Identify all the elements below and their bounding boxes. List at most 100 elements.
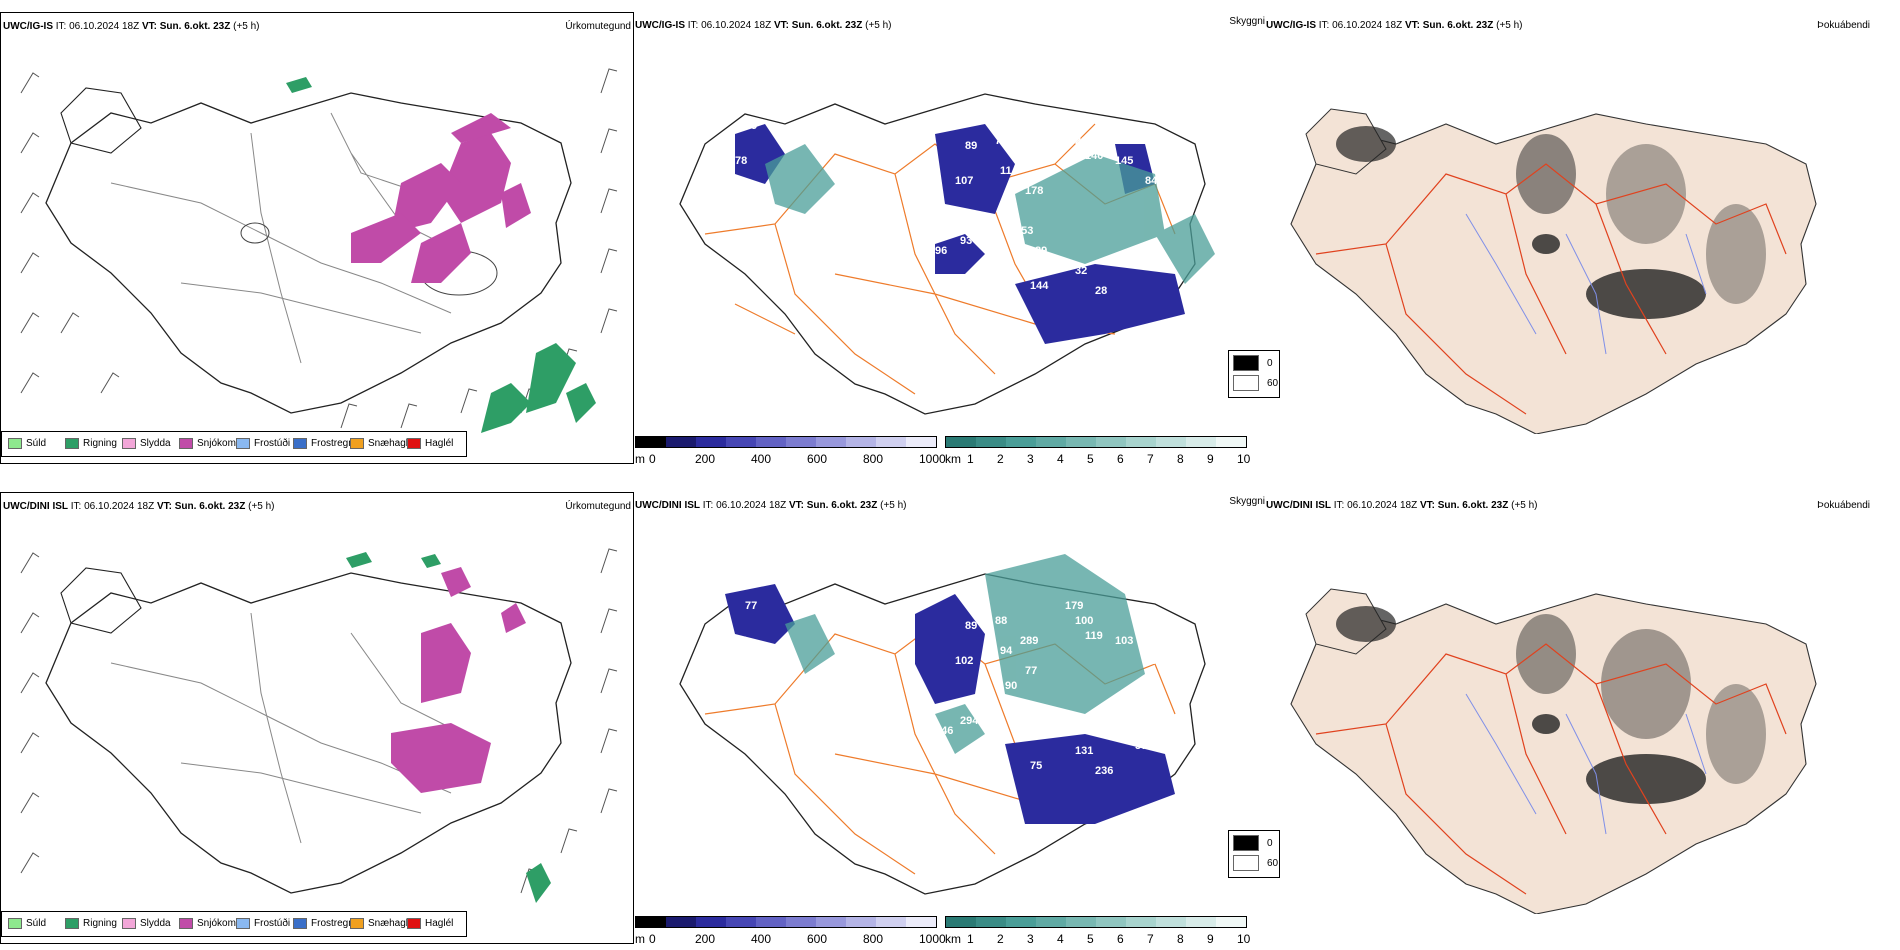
height-scale-tick: 400 — [751, 452, 772, 466]
precip-legend-label: Haglél — [425, 438, 454, 449]
fog-legend-row2: 0 60 — [1228, 830, 1280, 878]
vis-scale-row2: km 1 2 3 4 5 6 7 8 9 10 — [945, 916, 1250, 946]
precip-legend-label: Súld — [26, 438, 47, 449]
iceland-outline — [679, 573, 1206, 895]
visibility-value-label: 131 — [1075, 745, 1093, 757]
fog-legend-swatch-black — [1233, 835, 1259, 851]
precip-legend-swatch — [65, 918, 79, 929]
visibility-value-label: 103 — [1115, 635, 1133, 647]
height-scale-tick: 800 — [863, 932, 884, 946]
visibility-corner-label-row2: Skyggni — [1229, 496, 1265, 507]
visibility-value-label: 77 — [995, 135, 1007, 147]
visibility-value-label: 294 — [960, 715, 979, 727]
vis-scale-tick: 7 — [1147, 452, 1154, 466]
precip-legend-label: Slydda — [140, 438, 171, 449]
visibility-value-label: 9 — [1185, 155, 1191, 167]
height-scale-tick: 600 — [807, 452, 828, 466]
precip-legend-label: Snæhagl — [368, 918, 409, 929]
vis-scale-tick: 1 — [967, 932, 974, 946]
visibility-value-label: 179 — [1065, 600, 1083, 612]
precip-legend-item: Frostúði — [236, 438, 290, 449]
height-scale-tick: 0 — [649, 932, 656, 946]
precip-legend-item: Frostúði — [236, 918, 290, 929]
precip-legend-label: Haglél — [425, 918, 454, 929]
visibility-value-label: 90 — [1005, 680, 1017, 692]
visibility-value-label: 615 — [1160, 665, 1178, 677]
height-scale-tick: 400 — [751, 932, 772, 946]
visibility-value-label: 144 — [1030, 280, 1049, 292]
visibility-teal-areas — [785, 554, 1145, 754]
westfjords — [60, 87, 142, 154]
visibility-value-label: 216 — [1075, 135, 1093, 147]
vis-scale-tick: 3 — [1027, 452, 1034, 466]
precip-legend-label: Frostúði — [254, 918, 291, 929]
visibility-value-label: 27 — [1155, 615, 1167, 627]
vis-scale-tick: 10 — [1237, 452, 1251, 466]
roads — [110, 612, 462, 844]
height-scale-unit: m — [635, 452, 645, 466]
vis-scale-tick: 10 — [1237, 932, 1251, 946]
height-scale-tick: 1000 — [919, 932, 946, 946]
fog-roads — [1315, 643, 1787, 895]
precip-legend-swatch — [179, 438, 193, 449]
visibility-title-row1: UWC/IG-IS IT: 06.10.2024 18Z VT: Sun. 6.… — [635, 20, 892, 31]
visibility-value-label: 28 — [1095, 285, 1107, 297]
visibility-value-label: 145 — [1115, 155, 1133, 167]
visibility-value-label: 146 — [935, 725, 953, 737]
precip-legend-swatch — [293, 438, 307, 449]
visibility-value-label: 93 — [960, 235, 972, 247]
visibility-value-label: 82 — [1135, 260, 1147, 272]
visibility-panel-row2: UWC/DINI ISL IT: 06.10.2024 18Z VT: Sun.… — [635, 492, 1265, 946]
fog-shading — [1336, 606, 1766, 804]
precip-legend-swatch — [350, 438, 364, 449]
precip-legend-swatch — [407, 918, 421, 929]
precip-legend-label: Rigning — [83, 438, 117, 449]
precip-legend-label: Snjókoma — [197, 918, 242, 929]
visibility-value-label: 69 — [745, 120, 757, 132]
precip-legend-swatch — [179, 918, 193, 929]
visibility-value-label: 289 — [1020, 635, 1038, 647]
visibility-value-label: 54 — [1160, 185, 1173, 197]
fog-legend-row1: 0 60 — [1228, 350, 1280, 398]
visibility-value-label: 89 — [1035, 245, 1047, 257]
precip-legend-item: Rigning — [65, 438, 117, 449]
precip-legend-swatch — [350, 918, 364, 929]
vis-scale-tick: 8 — [1177, 452, 1184, 466]
vis-scale-tick: 8 — [1177, 932, 1184, 946]
visibility-value-label: 94 — [980, 700, 993, 712]
visibility-value-label: 153 — [1015, 225, 1033, 237]
visibility-value-label: 236 — [1095, 765, 1113, 777]
precip-legend-item: Haglél — [407, 918, 453, 929]
precip-legend-swatch — [236, 438, 250, 449]
precip-legend-label: Snjókoma — [197, 438, 242, 449]
visibility-title-row2: UWC/DINI ISL IT: 06.10.2024 18Z VT: Sun.… — [635, 500, 907, 511]
precip-legend-row1: Súld Rigning Slydda Snjókoma Frostúði Frostre… — [1, 431, 467, 457]
iceland-outline — [45, 572, 572, 894]
westfjords — [60, 567, 142, 634]
visibility-value-label: 207 — [1020, 155, 1038, 167]
fog-title-row1: UWC/IG-IS IT: 06.10.2024 18Z VT: Sun. 6.… — [1266, 20, 1523, 31]
precip-panel-row1: UWC/IG-IS IT: 06.10.2024 18Z VT: Sun. 6.… — [0, 12, 634, 464]
precip-map-row1 — [20, 68, 618, 433]
vis-scale-tick: 1 — [967, 452, 974, 466]
precip-corner-label-row2: Úrkomutegund — [565, 501, 631, 512]
height-scale-unit: m — [635, 932, 645, 946]
fog-legend-swatch-white — [1233, 855, 1259, 871]
visibility-teal-areas — [765, 144, 1215, 284]
visibility-panel-row1: UWC/IG-IS IT: 06.10.2024 18Z VT: Sun. 6.… — [635, 12, 1265, 466]
precip-legend-item: Slydda — [122, 438, 171, 449]
precip-legend-label: Frostúði — [254, 438, 291, 449]
visibility-value-label: 100 — [1075, 615, 1093, 627]
precip-title-row1: UWC/IG-IS IT: 06.10.2024 18Z VT: Sun. 6.… — [3, 21, 260, 32]
precip-legend-swatch — [65, 438, 79, 449]
visibility-value-label: 77 — [745, 600, 757, 612]
precip-legend-swatch — [407, 438, 421, 449]
fog-corner-label-row1: Þokuábendi — [1817, 20, 1870, 31]
vis-scale-tick: 6 — [1117, 932, 1124, 946]
iceland-land — [1290, 593, 1817, 914]
fog-corner-label-row2: Þokuábendi — [1817, 500, 1870, 511]
precip-legend-item: Rigning — [65, 918, 117, 929]
visibility-value-label: 77 — [1025, 665, 1037, 677]
